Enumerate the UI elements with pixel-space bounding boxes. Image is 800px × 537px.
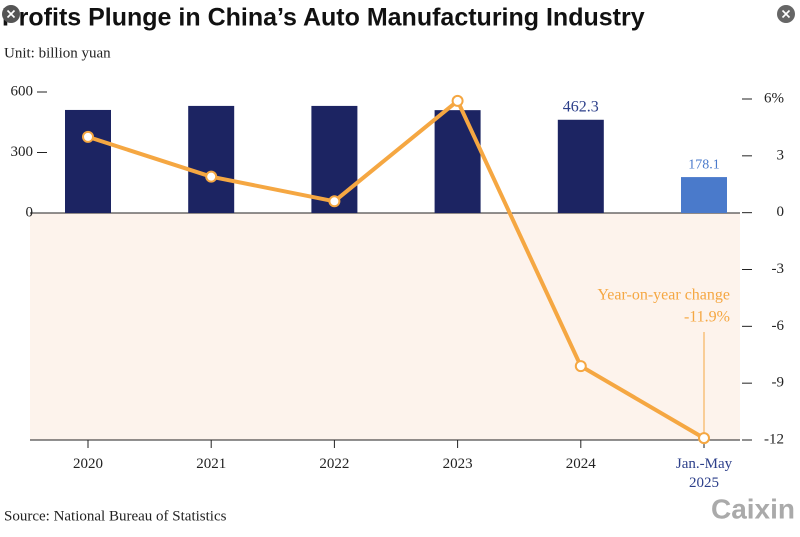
value-label: 462.3 [563,98,599,115]
bar [434,110,481,213]
annotation: Year-on-year change [597,287,730,304]
source: Source: National Bureau of Statistics [4,508,227,524]
bar [188,105,235,213]
y2-tick-label: 0 [777,204,785,220]
y-tick-label: 0 [26,204,34,220]
point [574,360,587,373]
bar [557,119,604,213]
x-tick-label: 2021 [196,456,227,472]
point [698,432,710,445]
y-tick-label: 600 [11,83,34,99]
x-tick-label: Jan.-May 2025 [675,456,733,491]
logo: Caixin [711,493,795,524]
value-label: -11.9% [684,309,730,326]
bar [681,177,727,213]
y2-tick-label: -3 [772,261,785,277]
y2-tick-label: -6 [772,318,785,334]
y-tick-label: 300 [11,144,34,160]
y2-tick-label: 6% [764,90,784,106]
point [82,130,94,143]
x-tick-label: 2024 [565,456,596,472]
x-tick-label: 2022 [319,456,350,472]
y2-tick-label: -9 [772,375,785,391]
close-button[interactable] [777,5,795,23]
x-tick-label: 2023 [442,456,473,472]
value-label: 178.1 [688,157,720,172]
chart-title: Profits Plunge in China’s Auto Manufactu… [2,4,645,32]
bar [311,105,358,213]
point [451,94,464,107]
negative-region [30,212,740,440]
x-tick-label: 2020 [73,456,103,472]
point [328,195,341,208]
point [205,170,218,183]
line [87,98,706,440]
bar [65,109,111,213]
y2-tick-label: -12 [764,431,784,447]
close-button[interactable] [2,5,20,23]
y2-tick-label: 3 [777,147,785,163]
unit-label: Unit: billion yuan [4,45,111,61]
